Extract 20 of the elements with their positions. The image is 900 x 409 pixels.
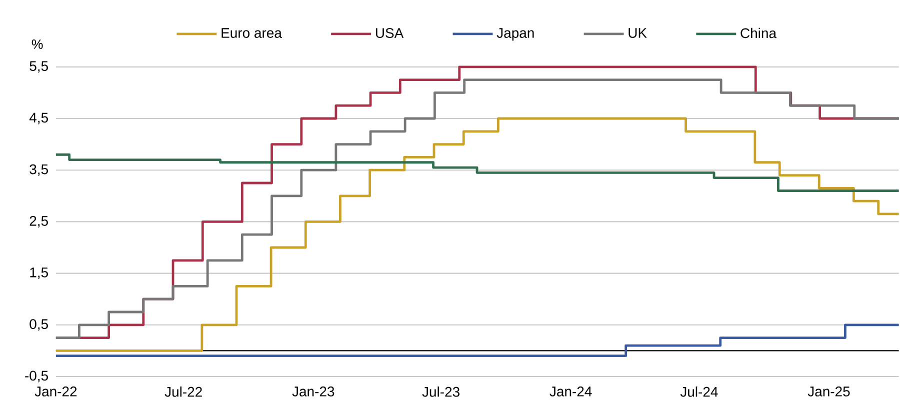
legend-label: USA [376, 28, 404, 38]
y-axis-title: % [32, 39, 43, 49]
y-tick-label: 4,5 [29, 112, 48, 124]
legend-label: Euro area [222, 28, 282, 38]
y-tick-label: 1,5 [30, 267, 48, 279]
x-tick-label: Jul-22 [164, 386, 202, 397]
y-tick-label: 3,5 [30, 164, 48, 176]
legend-label: UK [628, 28, 647, 38]
y-tick-label: -0,5 [25, 370, 48, 382]
x-tick-label: Jan-22 [34, 386, 77, 396]
y-tick-label: 0,5 [30, 318, 48, 330]
y-tick-label: 5,5 [30, 61, 48, 72]
legend-label: China [740, 28, 777, 38]
y-tick-label: 2,5 [30, 216, 48, 228]
x-tick-label: Jan-25 [808, 386, 850, 396]
x-tick-label: Jul-23 [422, 386, 460, 397]
legend-label: Japan [496, 28, 534, 40]
x-tick-label: Jan-24 [550, 386, 592, 396]
x-tick-label: Jul-24 [680, 386, 718, 397]
x-tick-label: Jan-23 [292, 386, 334, 396]
